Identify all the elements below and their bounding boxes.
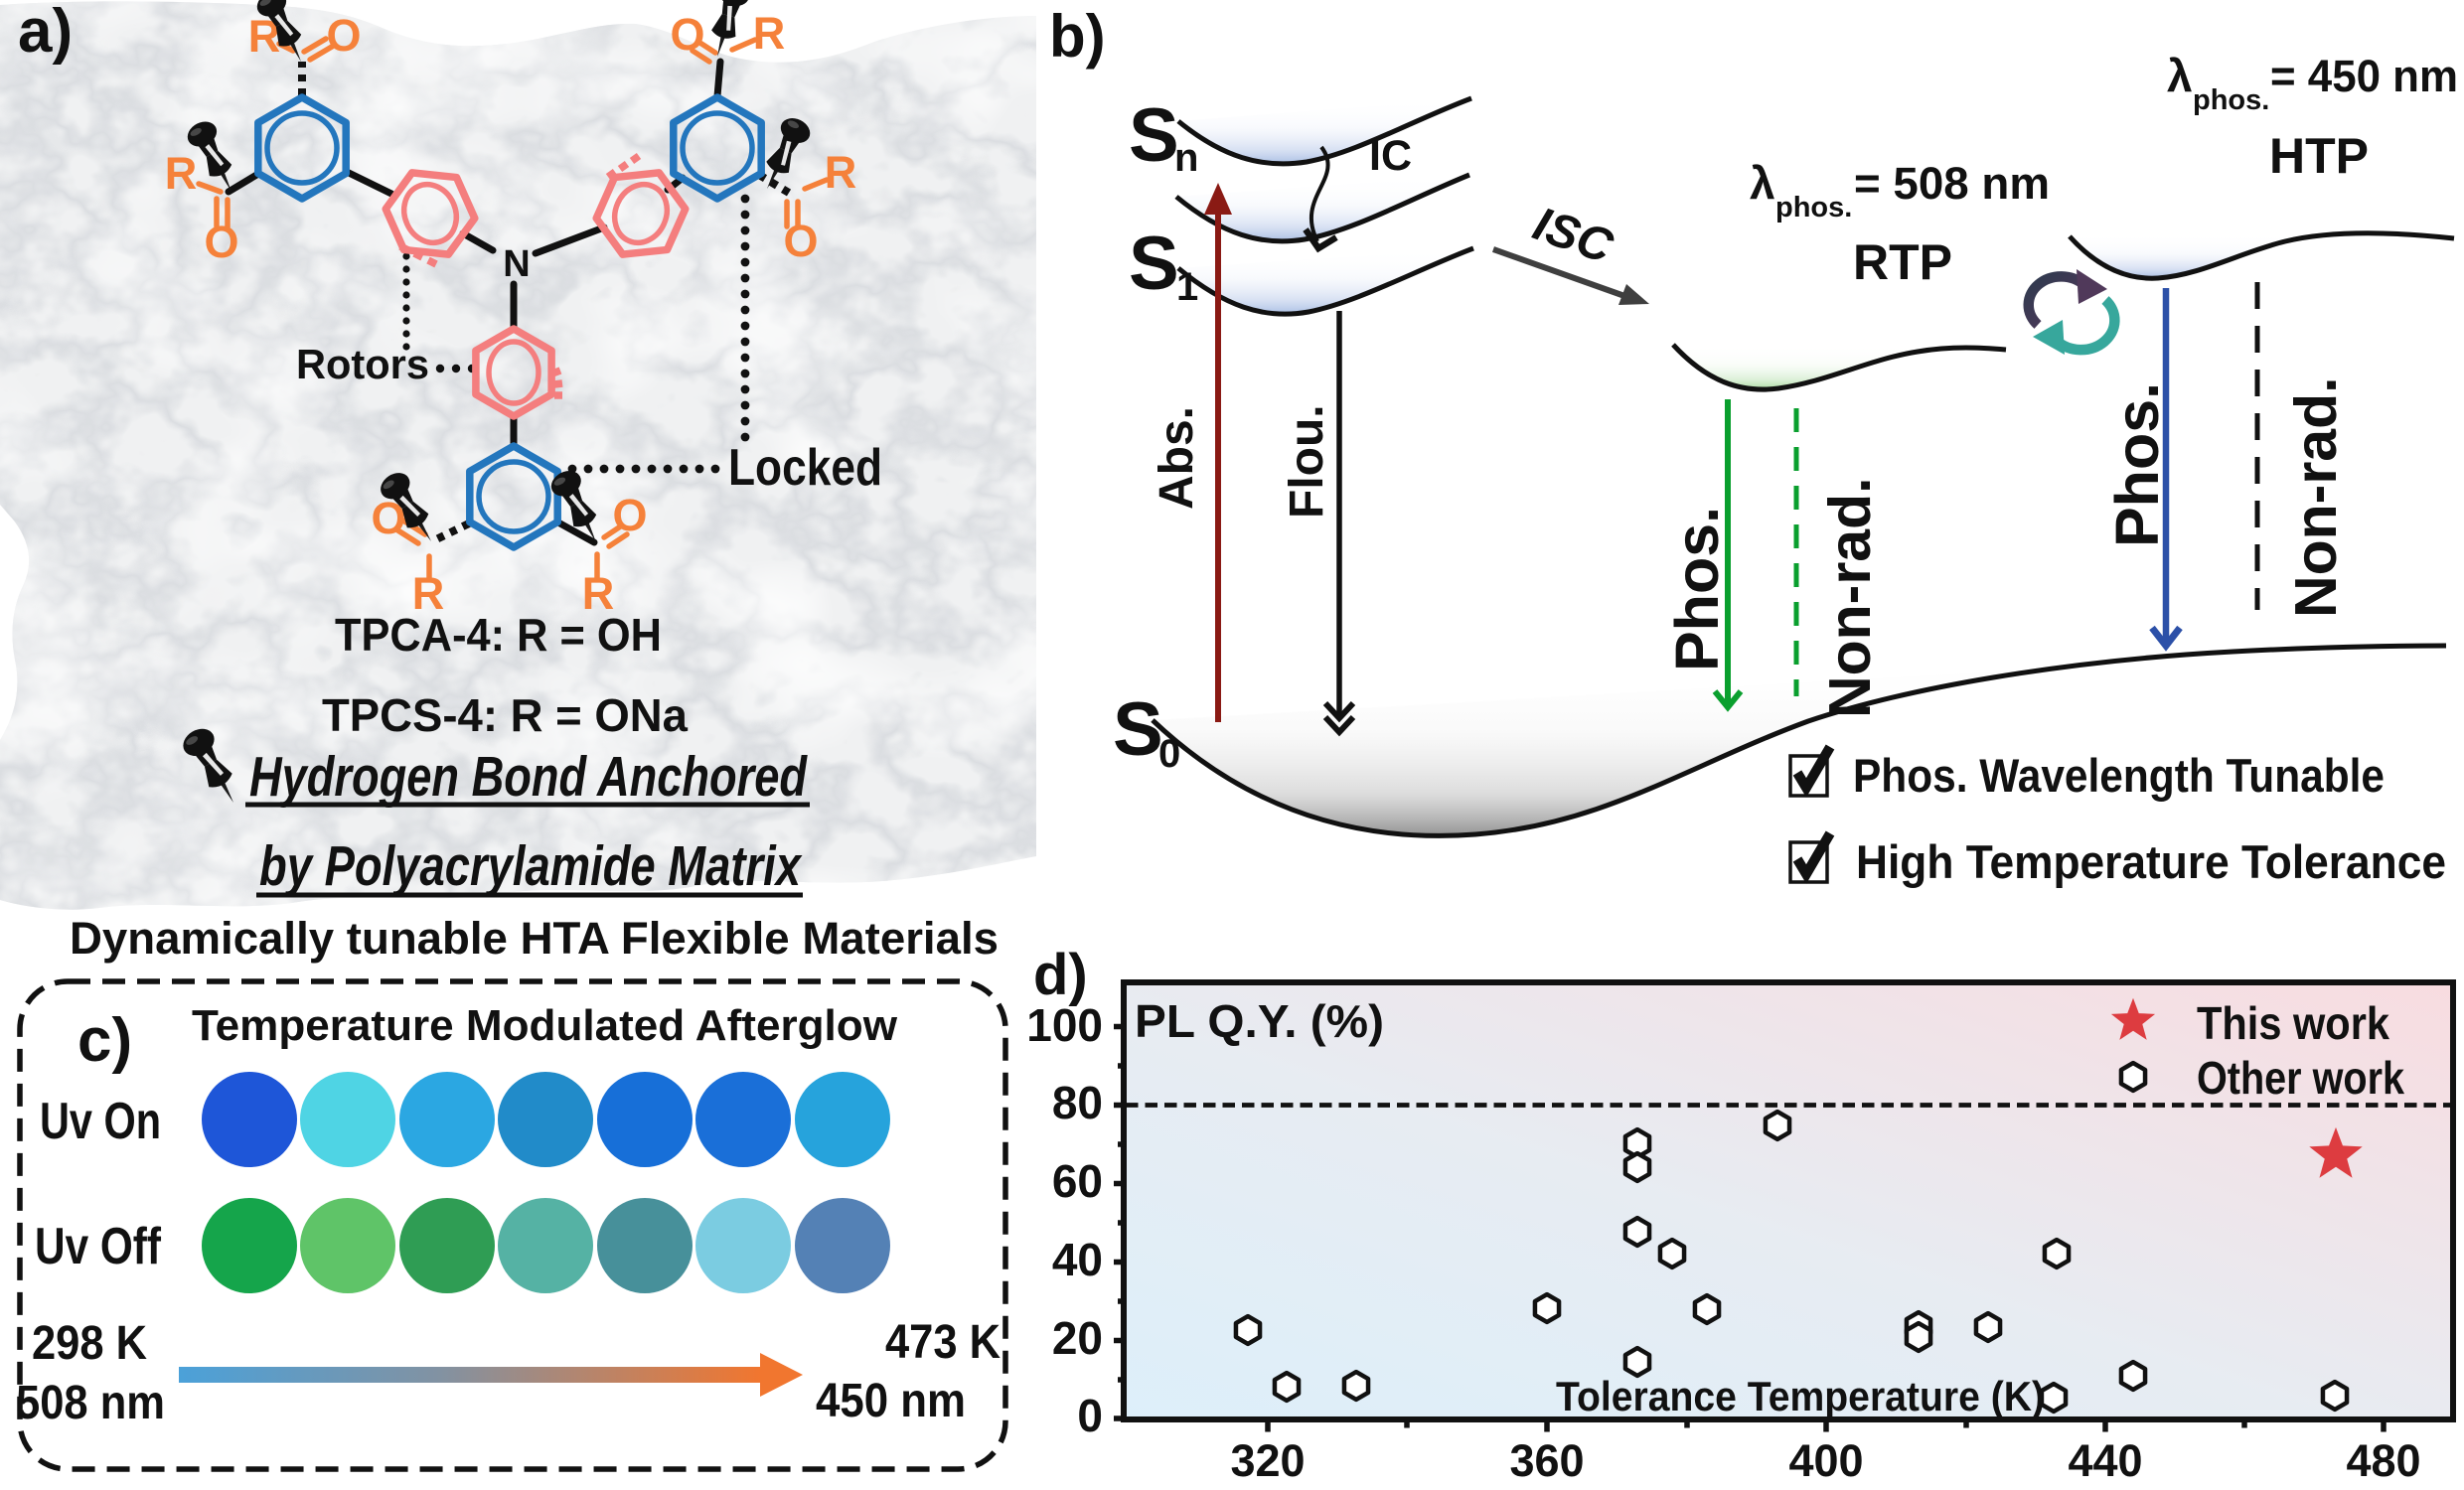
- svg-text:O: O: [326, 10, 361, 61]
- svg-text:0: 0: [1077, 1390, 1103, 1441]
- svg-text:b): b): [1049, 3, 1106, 70]
- svg-text:298 K: 298 K: [32, 1317, 147, 1370]
- svg-text:508 nm: 508 nm: [16, 1377, 165, 1429]
- svg-text:N: N: [503, 243, 530, 285]
- svg-text:473 K: 473 K: [885, 1316, 1001, 1369]
- svg-text:This work: This work: [2197, 997, 2389, 1049]
- svg-text:n: n: [1174, 136, 1198, 180]
- svg-text:20: 20: [1052, 1312, 1103, 1364]
- svg-text:R: R: [412, 568, 445, 619]
- svg-text:Temperature Modulated Afterglo: Temperature Modulated Afterglow: [192, 1001, 898, 1050]
- svg-text:c): c): [77, 1006, 132, 1075]
- svg-text:λ: λ: [1750, 157, 1775, 209]
- svg-text:O: O: [612, 490, 647, 540]
- svg-text:360: 360: [1509, 1435, 1584, 1486]
- svg-text:High Temperature Tolerance: High Temperature Tolerance: [1856, 835, 2446, 888]
- svg-text:Dynamically tunable HTA Flexib: Dynamically tunable HTA Flexible Materia…: [70, 913, 999, 964]
- svg-text:IC: IC: [1369, 132, 1412, 180]
- svg-text:PL Q.Y. (%): PL Q.Y. (%): [1135, 995, 1384, 1047]
- svg-text:Tolerance Temperature (K): Tolerance Temperature (K): [1556, 1373, 2045, 1419]
- svg-text:R: R: [165, 148, 198, 199]
- svg-text:d): d): [1033, 943, 1088, 1007]
- svg-text:S: S: [1129, 93, 1179, 178]
- svg-text:450 nm: 450 nm: [816, 1375, 966, 1427]
- svg-text:by Polyacrylamide Matrix: by Polyacrylamide Matrix: [259, 834, 803, 898]
- svg-text:Phos. Wavelength Tunable: Phos. Wavelength Tunable: [1853, 749, 2385, 802]
- svg-text:Phos.: Phos.: [1663, 507, 1731, 671]
- svg-text:O: O: [204, 217, 238, 267]
- svg-text:TPCS-4: R = ONa: TPCS-4: R = ONa: [322, 689, 688, 741]
- svg-text:60: 60: [1052, 1155, 1103, 1207]
- svg-text:R: R: [582, 568, 615, 619]
- svg-text:100: 100: [1026, 999, 1103, 1051]
- svg-text:Non-rad.: Non-rad.: [2283, 376, 2349, 618]
- svg-text:400: 400: [1788, 1435, 1863, 1486]
- svg-text:S: S: [1129, 222, 1179, 306]
- svg-text:Uv Off: Uv Off: [35, 1218, 162, 1275]
- svg-text:Hydrogen Bond Anchored: Hydrogen Bond Anchored: [249, 745, 808, 809]
- svg-text:Uv On: Uv On: [40, 1093, 161, 1150]
- svg-text:40: 40: [1052, 1234, 1103, 1285]
- svg-text:320: 320: [1230, 1435, 1305, 1486]
- svg-text:phos.: phos.: [1775, 192, 1852, 224]
- svg-text:Flou.: Flou.: [1281, 404, 1333, 519]
- svg-text:O: O: [783, 216, 818, 266]
- svg-text:λ: λ: [2167, 50, 2193, 101]
- svg-text:S: S: [1113, 687, 1163, 772]
- svg-text:Phos.: Phos.: [2103, 382, 2171, 547]
- svg-text:R: R: [825, 147, 857, 198]
- svg-text:Rotors: Rotors: [296, 341, 429, 387]
- svg-text:a): a): [18, 0, 73, 66]
- svg-text:Other work: Other work: [2197, 1052, 2404, 1104]
- svg-text:Abs.: Abs.: [1151, 406, 1203, 510]
- svg-text:HTP: HTP: [2269, 128, 2369, 184]
- svg-text:80: 80: [1052, 1077, 1103, 1128]
- svg-text:phos.: phos.: [2193, 84, 2269, 116]
- svg-text:TPCA-4: R = OH: TPCA-4: R = OH: [335, 609, 662, 661]
- svg-text:1: 1: [1176, 265, 1198, 309]
- svg-text:Locked: Locked: [728, 439, 882, 497]
- svg-text:= 450 nm: = 450 nm: [2270, 51, 2458, 101]
- svg-text:RTP: RTP: [1853, 234, 1952, 290]
- svg-text:O: O: [670, 9, 704, 60]
- svg-text:480: 480: [2346, 1435, 2420, 1486]
- svg-text:440: 440: [2068, 1435, 2142, 1486]
- svg-text:Non-rad.: Non-rad.: [1817, 477, 1883, 718]
- svg-text:0: 0: [1158, 732, 1180, 776]
- svg-text:R: R: [753, 8, 786, 59]
- svg-text:= 508 nm: = 508 nm: [1854, 158, 2050, 209]
